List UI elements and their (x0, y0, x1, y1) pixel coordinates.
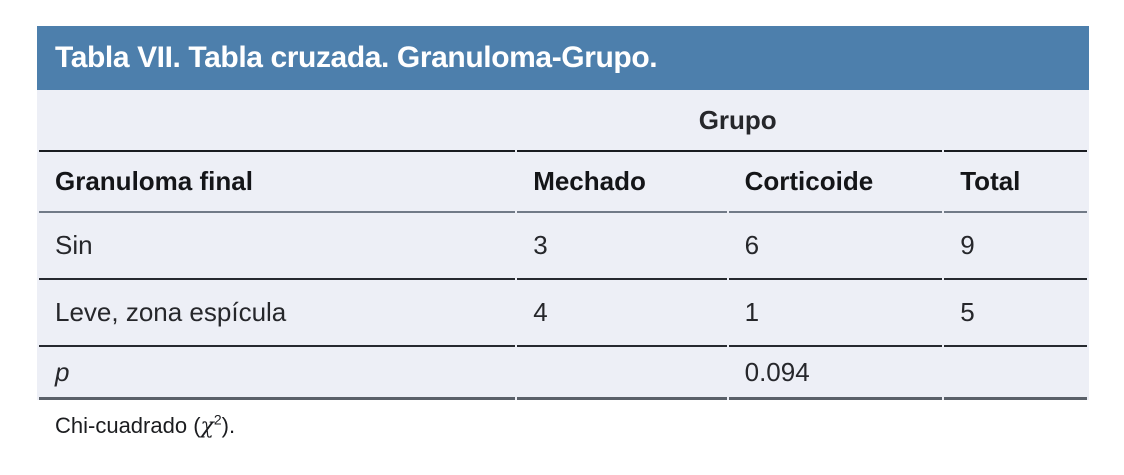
data-cell: 3 (517, 213, 727, 280)
data-cell: 5 (944, 280, 1087, 347)
empty-cell (944, 90, 1087, 152)
cross-table: Grupo Granuloma final Mechado Corticoide… (37, 90, 1089, 400)
empty-cell (517, 347, 727, 400)
data-cell: 4 (517, 280, 727, 347)
column-header-granuloma-final: Granuloma final (39, 152, 516, 213)
chi-symbol: χ (200, 414, 214, 439)
data-cell: 9 (944, 213, 1087, 280)
header-row: Granuloma final Mechado Corticoide Total (39, 152, 1087, 213)
table-title: Tabla VII. Tabla cruzada. Granuloma-Grup… (55, 41, 658, 74)
row-label: Sin (39, 213, 516, 280)
footnote-text: Chi-cuadrado ( (55, 413, 201, 438)
p-value-row: p 0.094 (39, 347, 1087, 400)
column-header-total: Total (944, 152, 1087, 213)
table-footnote: Chi-cuadrado (χ2). (55, 413, 1089, 439)
column-header-corticoide: Corticoide (728, 152, 943, 213)
data-cell: 6 (728, 213, 943, 280)
table-row-sin: Sin 3 6 9 (39, 213, 1087, 280)
table-title-bar: Tabla VII. Tabla cruzada. Granuloma-Grup… (37, 26, 1089, 90)
table-row-leve: Leve, zona espícula 4 1 5 (39, 280, 1087, 347)
data-cell: 1 (728, 280, 943, 347)
p-value: 0.094 (728, 347, 943, 400)
spanner-row: Grupo (39, 90, 1087, 152)
empty-cell (39, 90, 516, 152)
p-label: p (39, 347, 516, 400)
footnote-suffix: ). (221, 413, 236, 438)
column-spanner-grupo: Grupo (517, 90, 943, 152)
row-label: Leve, zona espícula (39, 280, 516, 347)
empty-cell (944, 347, 1087, 400)
table-vii-block: Tabla VII. Tabla cruzada. Granuloma-Grup… (37, 26, 1089, 439)
chi-exponent: 2 (213, 411, 222, 428)
column-header-mechado: Mechado (517, 152, 727, 213)
